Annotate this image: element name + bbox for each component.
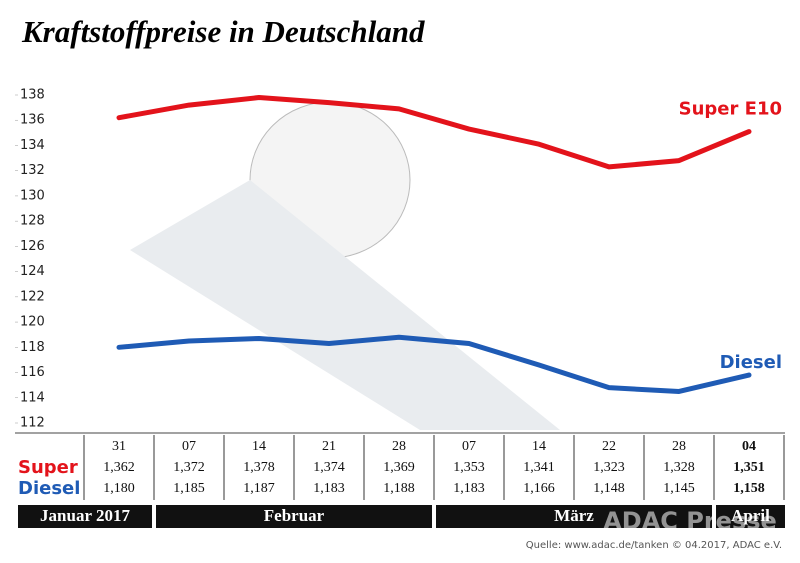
y-tick-label: 138: [20, 88, 45, 103]
value-label: 1,145: [663, 481, 695, 496]
period-bar: [716, 505, 785, 528]
value-label: 1,353: [453, 460, 485, 475]
value-label: 1,183: [313, 481, 345, 496]
period-bar: [18, 505, 152, 528]
value-label: 1,351: [733, 460, 765, 475]
x-tick-label: 21: [322, 439, 336, 454]
value-label: 1,187: [243, 481, 275, 496]
value-label: 1,185: [173, 481, 205, 496]
x-tick-label: 04: [742, 439, 756, 454]
period-label: Februar: [264, 506, 325, 525]
series-line: [116, 95, 752, 170]
series-label: Super E10: [679, 99, 782, 120]
value-label: 1,148: [593, 481, 625, 496]
x-tick-label: 28: [392, 439, 406, 454]
y-tick-label: 128: [20, 214, 45, 229]
row-label: Super: [18, 457, 78, 478]
value-label: 1,166: [523, 481, 555, 496]
series-line: [116, 334, 752, 394]
period-label: März: [554, 506, 594, 525]
value-label: 1,362: [103, 460, 135, 475]
y-tick-label: 124: [20, 264, 45, 279]
value-label: 1,372: [173, 460, 205, 475]
series-label: Diesel: [720, 352, 782, 373]
x-tick-label: 28: [672, 439, 686, 454]
y-tick-label: 126: [20, 239, 45, 254]
decor: [130, 180, 560, 430]
value-label: 1,328: [663, 460, 695, 475]
y-tick-label: 134: [20, 138, 45, 153]
watermark: ADAC Presse: [603, 507, 777, 535]
y-tick-label: 114: [20, 390, 45, 405]
period-label: Januar 2017: [40, 506, 130, 525]
value-label: 1,369: [383, 460, 415, 475]
y-tick-label: 136: [20, 113, 45, 128]
y-tick-label: 132: [20, 163, 45, 178]
x-tick-label: 22: [602, 439, 616, 454]
y-tick-label: 116: [20, 365, 45, 380]
value-label: 1,180: [103, 481, 135, 496]
y-tick-label: 120: [20, 315, 45, 330]
y-tick-label: 122: [20, 289, 45, 304]
value-label: 1,374: [313, 460, 345, 475]
x-tick-label: 07: [462, 439, 476, 454]
y-tick-label: 118: [20, 340, 45, 355]
y-tick-label: 112: [20, 416, 45, 431]
chart-title: Kraftstoffpreise in Deutschland: [21, 14, 425, 49]
source: Quelle: www.adac.de/tanken © 04.2017, AD…: [526, 540, 782, 551]
x-tick-label: 31: [112, 439, 126, 454]
value-label: 1,183: [453, 481, 485, 496]
x-tick-label: 14: [252, 439, 266, 454]
y-tick-label: 130: [20, 188, 45, 203]
value-label: 1,158: [733, 481, 765, 496]
value-label: 1,378: [243, 460, 275, 475]
period-bar: [436, 505, 712, 528]
x-tick-label: 07: [182, 439, 196, 454]
period-bar: [156, 505, 432, 528]
value-label: 1,341: [523, 460, 555, 475]
value-label: 1,188: [383, 481, 415, 496]
row-label: Diesel: [18, 478, 80, 499]
x-tick-label: 14: [532, 439, 546, 454]
value-label: 1,323: [593, 460, 625, 475]
period-label: April: [731, 506, 770, 525]
